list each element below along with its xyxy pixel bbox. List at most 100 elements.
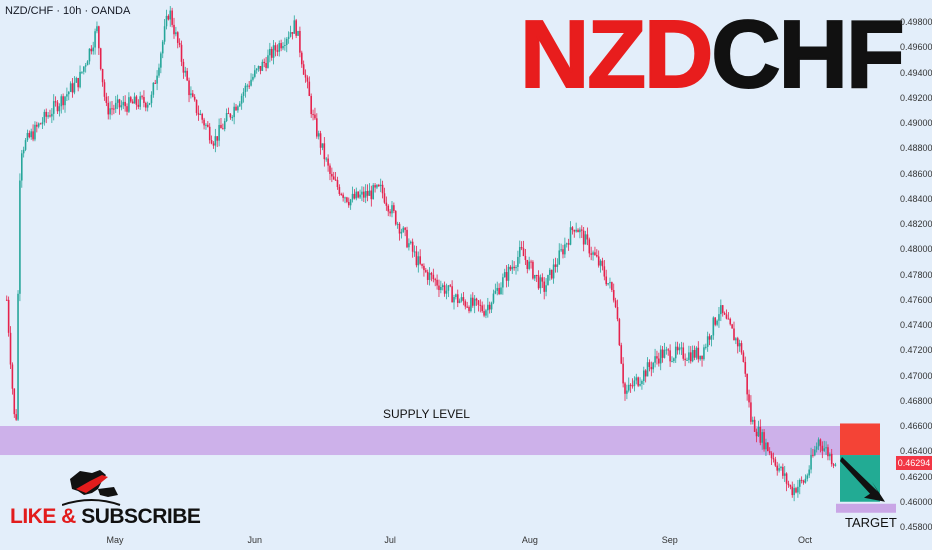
candle-body: [539, 277, 542, 289]
candle-body: [706, 336, 709, 347]
candle-body: [300, 52, 303, 65]
candle-body: [267, 55, 269, 68]
candle-body: [603, 266, 606, 277]
candle-body: [515, 266, 517, 269]
candle-body: [263, 61, 266, 63]
candle-body: [815, 446, 818, 450]
candle-body: [274, 45, 277, 51]
candle-body: [54, 101, 57, 103]
candle-body: [30, 131, 32, 138]
candle-body: [451, 286, 453, 303]
candle-body: [761, 432, 763, 443]
candle-body: [216, 136, 219, 141]
candle-body: [567, 243, 570, 245]
candle-body: [475, 298, 478, 301]
candle-body: [361, 191, 363, 195]
price-tick-label: 0.48400: [900, 193, 932, 204]
candle-body: [471, 297, 474, 306]
candle-body: [686, 359, 688, 361]
candle-body: [5, 299, 8, 301]
candle-body: [503, 272, 506, 278]
candle-body: [207, 124, 209, 127]
candle-body: [522, 248, 525, 257]
candle-body: [673, 358, 675, 362]
candle-body: [92, 47, 95, 52]
candle-body: [455, 294, 457, 298]
target-zone: [836, 503, 896, 513]
candle-body: [748, 394, 750, 403]
candle-body: [742, 352, 745, 362]
time-tick-label: Jun: [247, 535, 263, 545]
like-subscribe-banner: LIKE & SUBSCRIBE: [10, 505, 201, 529]
candle-body: [229, 113, 232, 118]
target-label: TARGET: [845, 515, 897, 530]
candle-body: [733, 328, 735, 341]
candle-body: [148, 103, 151, 105]
candle-body: [823, 448, 825, 451]
candle-body: [90, 48, 93, 52]
candle-body: [231, 117, 234, 119]
candle-body: [75, 78, 78, 83]
candle-body: [28, 132, 31, 138]
candle-body: [398, 223, 401, 234]
candle-body: [347, 201, 350, 206]
candle-body: [580, 229, 583, 231]
candle-body: [597, 256, 600, 266]
time-tick-label: Aug: [521, 535, 538, 545]
candle-body: [304, 74, 307, 78]
candle-body: [39, 123, 42, 125]
candle-body: [498, 287, 500, 295]
candle-body: [767, 442, 769, 452]
candle-body: [244, 85, 247, 93]
candle-body: [327, 158, 329, 166]
candle-body: [528, 261, 530, 269]
candle-body: [712, 317, 715, 336]
candle-body: [445, 290, 448, 294]
candle-body: [150, 94, 153, 104]
candle-body: [507, 266, 510, 281]
price-tick-label: 0.49800: [900, 17, 932, 27]
candle-body: [289, 32, 292, 37]
candle-body: [212, 143, 215, 146]
candle-body: [485, 310, 487, 316]
candle-body: [314, 114, 316, 119]
candle-body: [366, 191, 369, 196]
candle-body: [214, 136, 217, 146]
candle-body: [716, 320, 718, 325]
time-tick-label: Oct: [798, 535, 813, 545]
candle-body: [109, 108, 111, 115]
candle-body: [629, 384, 632, 386]
candle-body: [43, 111, 46, 123]
candle-body: [646, 362, 649, 377]
subscribe-text: SUBSCRIBE: [81, 505, 201, 528]
candle-body: [45, 111, 48, 117]
candle-body: [334, 179, 337, 181]
candle-body: [549, 269, 551, 275]
candle-body: [321, 143, 324, 148]
candle-body: [626, 390, 628, 394]
candle-body: [349, 199, 352, 206]
candle-body: [751, 419, 754, 422]
price-tick-label: 0.48600: [900, 168, 932, 179]
candle-body: [511, 266, 514, 270]
candle-body: [705, 346, 707, 348]
candle-body: [197, 112, 200, 115]
candle-body: [592, 252, 594, 255]
candle-body: [746, 373, 748, 395]
pair-title: NZDCHF: [519, 0, 906, 110]
candle-body: [135, 96, 138, 105]
price-tick-label: 0.47000: [900, 370, 932, 381]
candle-body: [408, 243, 410, 248]
candle-body: [51, 113, 53, 117]
candle-body: [727, 318, 730, 320]
like-text: LIKE &: [10, 505, 76, 528]
candle-body: [178, 42, 181, 45]
candle-body: [464, 301, 467, 307]
candle-body: [658, 358, 660, 364]
candle-body: [331, 173, 333, 177]
candle-body: [237, 106, 239, 111]
candle-body: [205, 124, 207, 126]
candle-body: [7, 299, 10, 333]
candle-body: [143, 97, 145, 103]
